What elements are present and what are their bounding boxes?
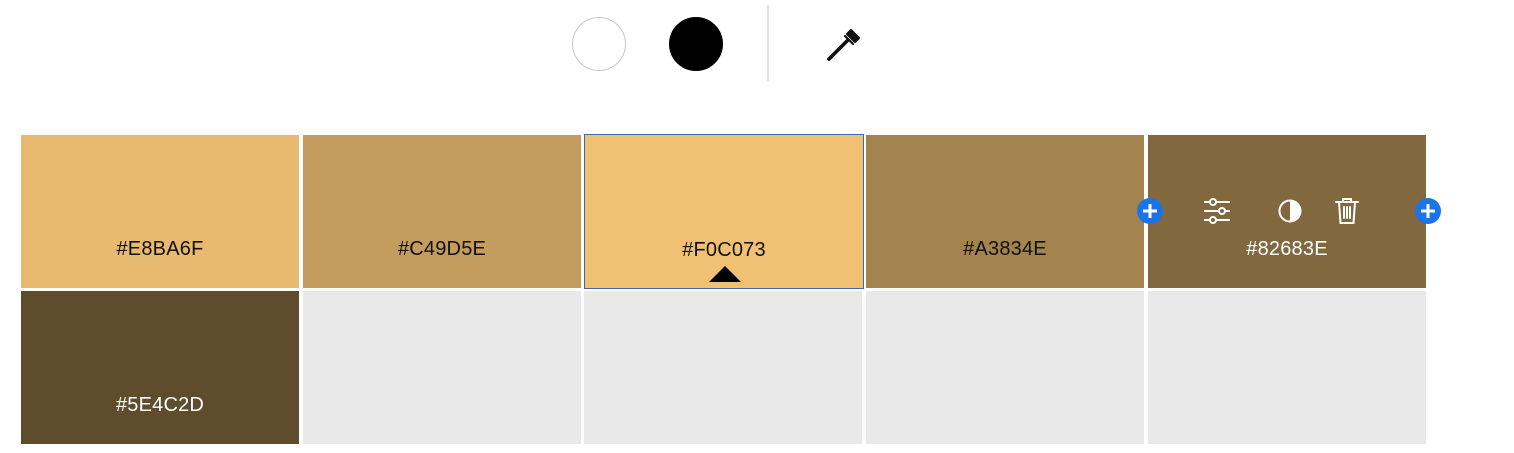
swatch-3-selected[interactable]: #F0C073 <box>584 134 864 289</box>
swatch-hex-label: #82683E <box>1246 238 1328 260</box>
swatch-6[interactable]: #5E4C2D <box>21 291 299 444</box>
empty-slot <box>1148 291 1426 444</box>
swatch-4[interactable]: #A3834E <box>866 135 1144 288</box>
selected-caret-icon <box>709 266 741 282</box>
white-color-button[interactable] <box>572 17 626 71</box>
trash-icon[interactable] <box>1335 197 1359 225</box>
black-color-button[interactable] <box>669 17 723 71</box>
empty-slot <box>584 291 862 444</box>
swatch-hex-label: #F0C073 <box>682 239 766 261</box>
swatch-2[interactable]: #C49D5E <box>303 135 581 288</box>
palette-grid: #E8BA6F #C49D5E #F0C073 #A3834E #82683E <box>21 134 1441 444</box>
swatch-1[interactable]: #E8BA6F <box>21 135 299 288</box>
adjust-sliders-icon[interactable] <box>1203 198 1231 224</box>
toolbar-divider <box>767 5 769 82</box>
add-color-before-icon[interactable] <box>1137 198 1163 224</box>
empty-slot <box>866 291 1144 444</box>
swatch-hex-label: #5E4C2D <box>115 394 205 416</box>
toolbar <box>0 0 1514 95</box>
swatch-5[interactable]: #82683E <box>1148 135 1426 288</box>
swatch-hex-label: #A3834E <box>963 238 1047 260</box>
contrast-icon[interactable] <box>1278 199 1302 223</box>
swatch-hex-label: #C49D5E <box>397 238 487 260</box>
eyedropper-icon[interactable] <box>824 25 864 65</box>
swatch-hex-label: #E8BA6F <box>116 238 204 260</box>
empty-slot <box>303 291 581 444</box>
add-color-after-icon[interactable] <box>1415 198 1441 224</box>
